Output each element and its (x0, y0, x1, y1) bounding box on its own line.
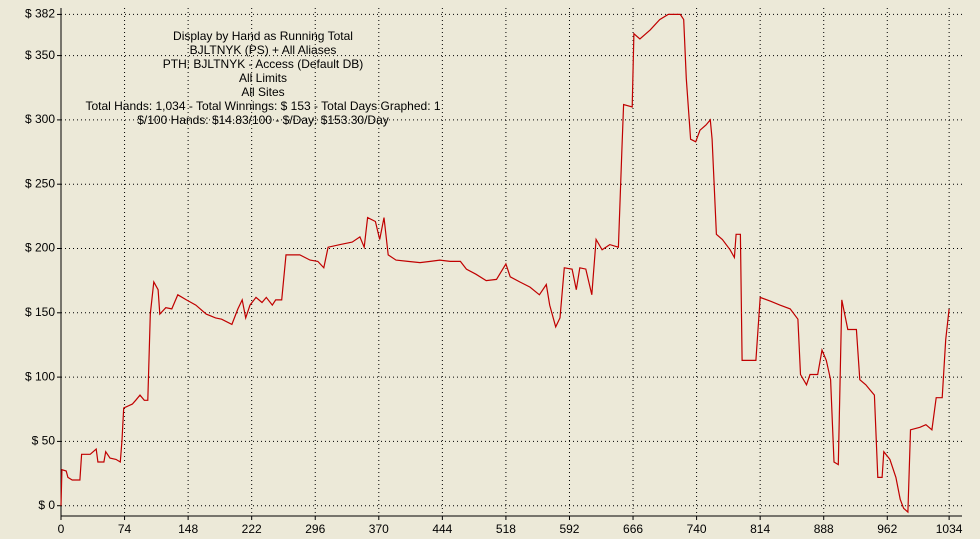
y-tick-label: $ 300 (25, 112, 55, 126)
y-tick-label: $ 382 (25, 7, 55, 21)
x-tick-label: 666 (623, 522, 643, 536)
x-tick-label: 444 (432, 522, 452, 536)
x-tick-label: 0 (58, 522, 65, 536)
y-tick-label: $ 200 (25, 241, 55, 255)
annotation: All Sites (241, 85, 284, 99)
x-tick-label: 370 (369, 522, 389, 536)
running-total-line (60, 13, 950, 514)
x-tick-label: 888 (814, 522, 834, 536)
x-tick-label: 814 (750, 522, 770, 536)
x-tick-label: 518 (496, 522, 516, 536)
y-tick-label: $ 250 (25, 176, 55, 190)
annotation: $/100 Hands: $14.83/100 - $/Day: $153.30… (137, 113, 389, 127)
annotation-block: Display by Hand as Running TotalBJLTNYK … (85, 29, 440, 127)
x-tick-label: 74 (118, 522, 132, 536)
x-tick-label: 1034 (936, 522, 963, 536)
y-tick-label: $ 0 (38, 498, 55, 512)
x-tick-label: 222 (242, 522, 262, 536)
x-tick-label: 148 (178, 522, 198, 536)
x-tick-label: 592 (559, 522, 579, 536)
annotation: All Limits (239, 71, 287, 85)
annotation: Display by Hand as Running Total (173, 29, 353, 43)
y-tick-label: $ 50 (32, 434, 56, 448)
y-tick-label: $ 100 (25, 369, 55, 383)
annotation: Total Hands: 1,034 - Total Winnings: $ 1… (85, 99, 440, 113)
x-tick-label: 962 (877, 522, 897, 536)
y-tick-label: $ 350 (25, 48, 55, 62)
annotation: PTH: BJLTNYK - Access (Default DB) (163, 57, 364, 71)
annotation: BJLTNYK (PS) + All Aliases (190, 43, 337, 57)
y-tick-label: $ 150 (25, 305, 55, 319)
x-tick-label: 740 (687, 522, 707, 536)
x-tick-label: 296 (305, 522, 325, 536)
